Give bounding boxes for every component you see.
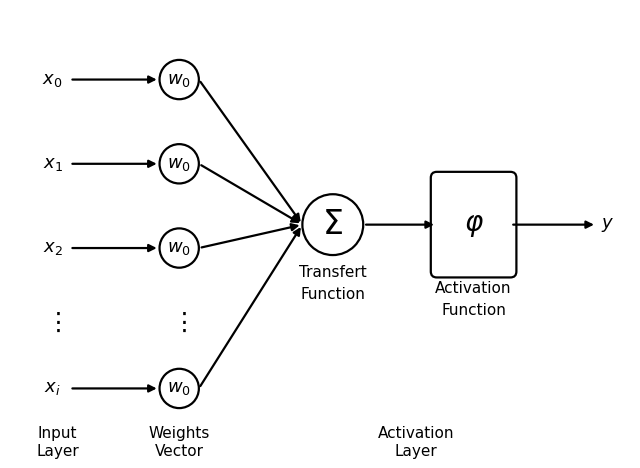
Text: $\varphi$: $\varphi$ <box>463 211 484 239</box>
Text: Activation: Activation <box>435 281 512 296</box>
Circle shape <box>159 228 199 268</box>
Text: Input
Layer: Input Layer <box>36 426 79 459</box>
Text: Activation
Layer: Activation Layer <box>378 426 454 459</box>
Text: Function: Function <box>441 303 506 318</box>
Circle shape <box>159 144 199 183</box>
Text: $x_0$: $x_0$ <box>42 71 63 88</box>
Text: Weights
Vector: Weights Vector <box>148 426 210 459</box>
Text: $w_0$: $w_0$ <box>167 71 191 88</box>
Text: $w_0$: $w_0$ <box>167 155 191 173</box>
Text: $x_1$: $x_1$ <box>43 155 63 173</box>
Text: $\Sigma$: $\Sigma$ <box>323 208 343 241</box>
Text: $w_0$: $w_0$ <box>167 239 191 257</box>
FancyBboxPatch shape <box>431 172 516 278</box>
Circle shape <box>159 369 199 408</box>
Circle shape <box>159 60 199 99</box>
Text: $x_i$: $x_i$ <box>44 380 61 397</box>
Text: Transfert: Transfert <box>299 265 367 280</box>
Text: $\vdots$: $\vdots$ <box>45 311 60 335</box>
Text: $w_0$: $w_0$ <box>167 380 191 397</box>
Text: $\vdots$: $\vdots$ <box>172 311 187 335</box>
Text: $y$: $y$ <box>601 216 614 234</box>
Text: $x_2$: $x_2$ <box>43 239 63 257</box>
Circle shape <box>302 194 364 255</box>
Text: Function: Function <box>300 287 365 302</box>
